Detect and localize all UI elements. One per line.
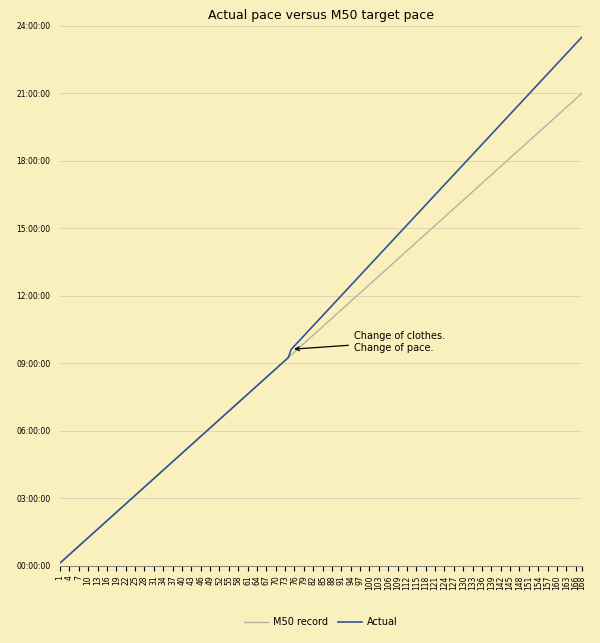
M50 record [578,89,586,97]
Legend: M50 record, Actual: M50 record, Actual [240,613,402,631]
Text: Change of clothes.
Change of pace.: Change of clothes. Change of pace. [295,331,445,352]
Actual [578,33,586,41]
M50 record [56,559,64,567]
Line: M50 record: M50 record [60,93,582,563]
Actual [235,399,242,406]
M50 record [472,185,479,193]
Line: Actual: Actual [60,37,582,563]
Actual [56,559,64,567]
Actual [363,265,370,273]
Title: Actual pace versus M50 target pace: Actual pace versus M50 target pace [208,9,434,22]
M50 record [235,399,242,406]
M50 record [353,292,361,300]
M50 record [206,424,214,432]
M50 record [150,475,157,482]
M50 record [363,284,370,291]
Actual [472,147,479,155]
Actual [150,475,157,482]
Actual [353,275,361,283]
Actual [206,424,214,432]
